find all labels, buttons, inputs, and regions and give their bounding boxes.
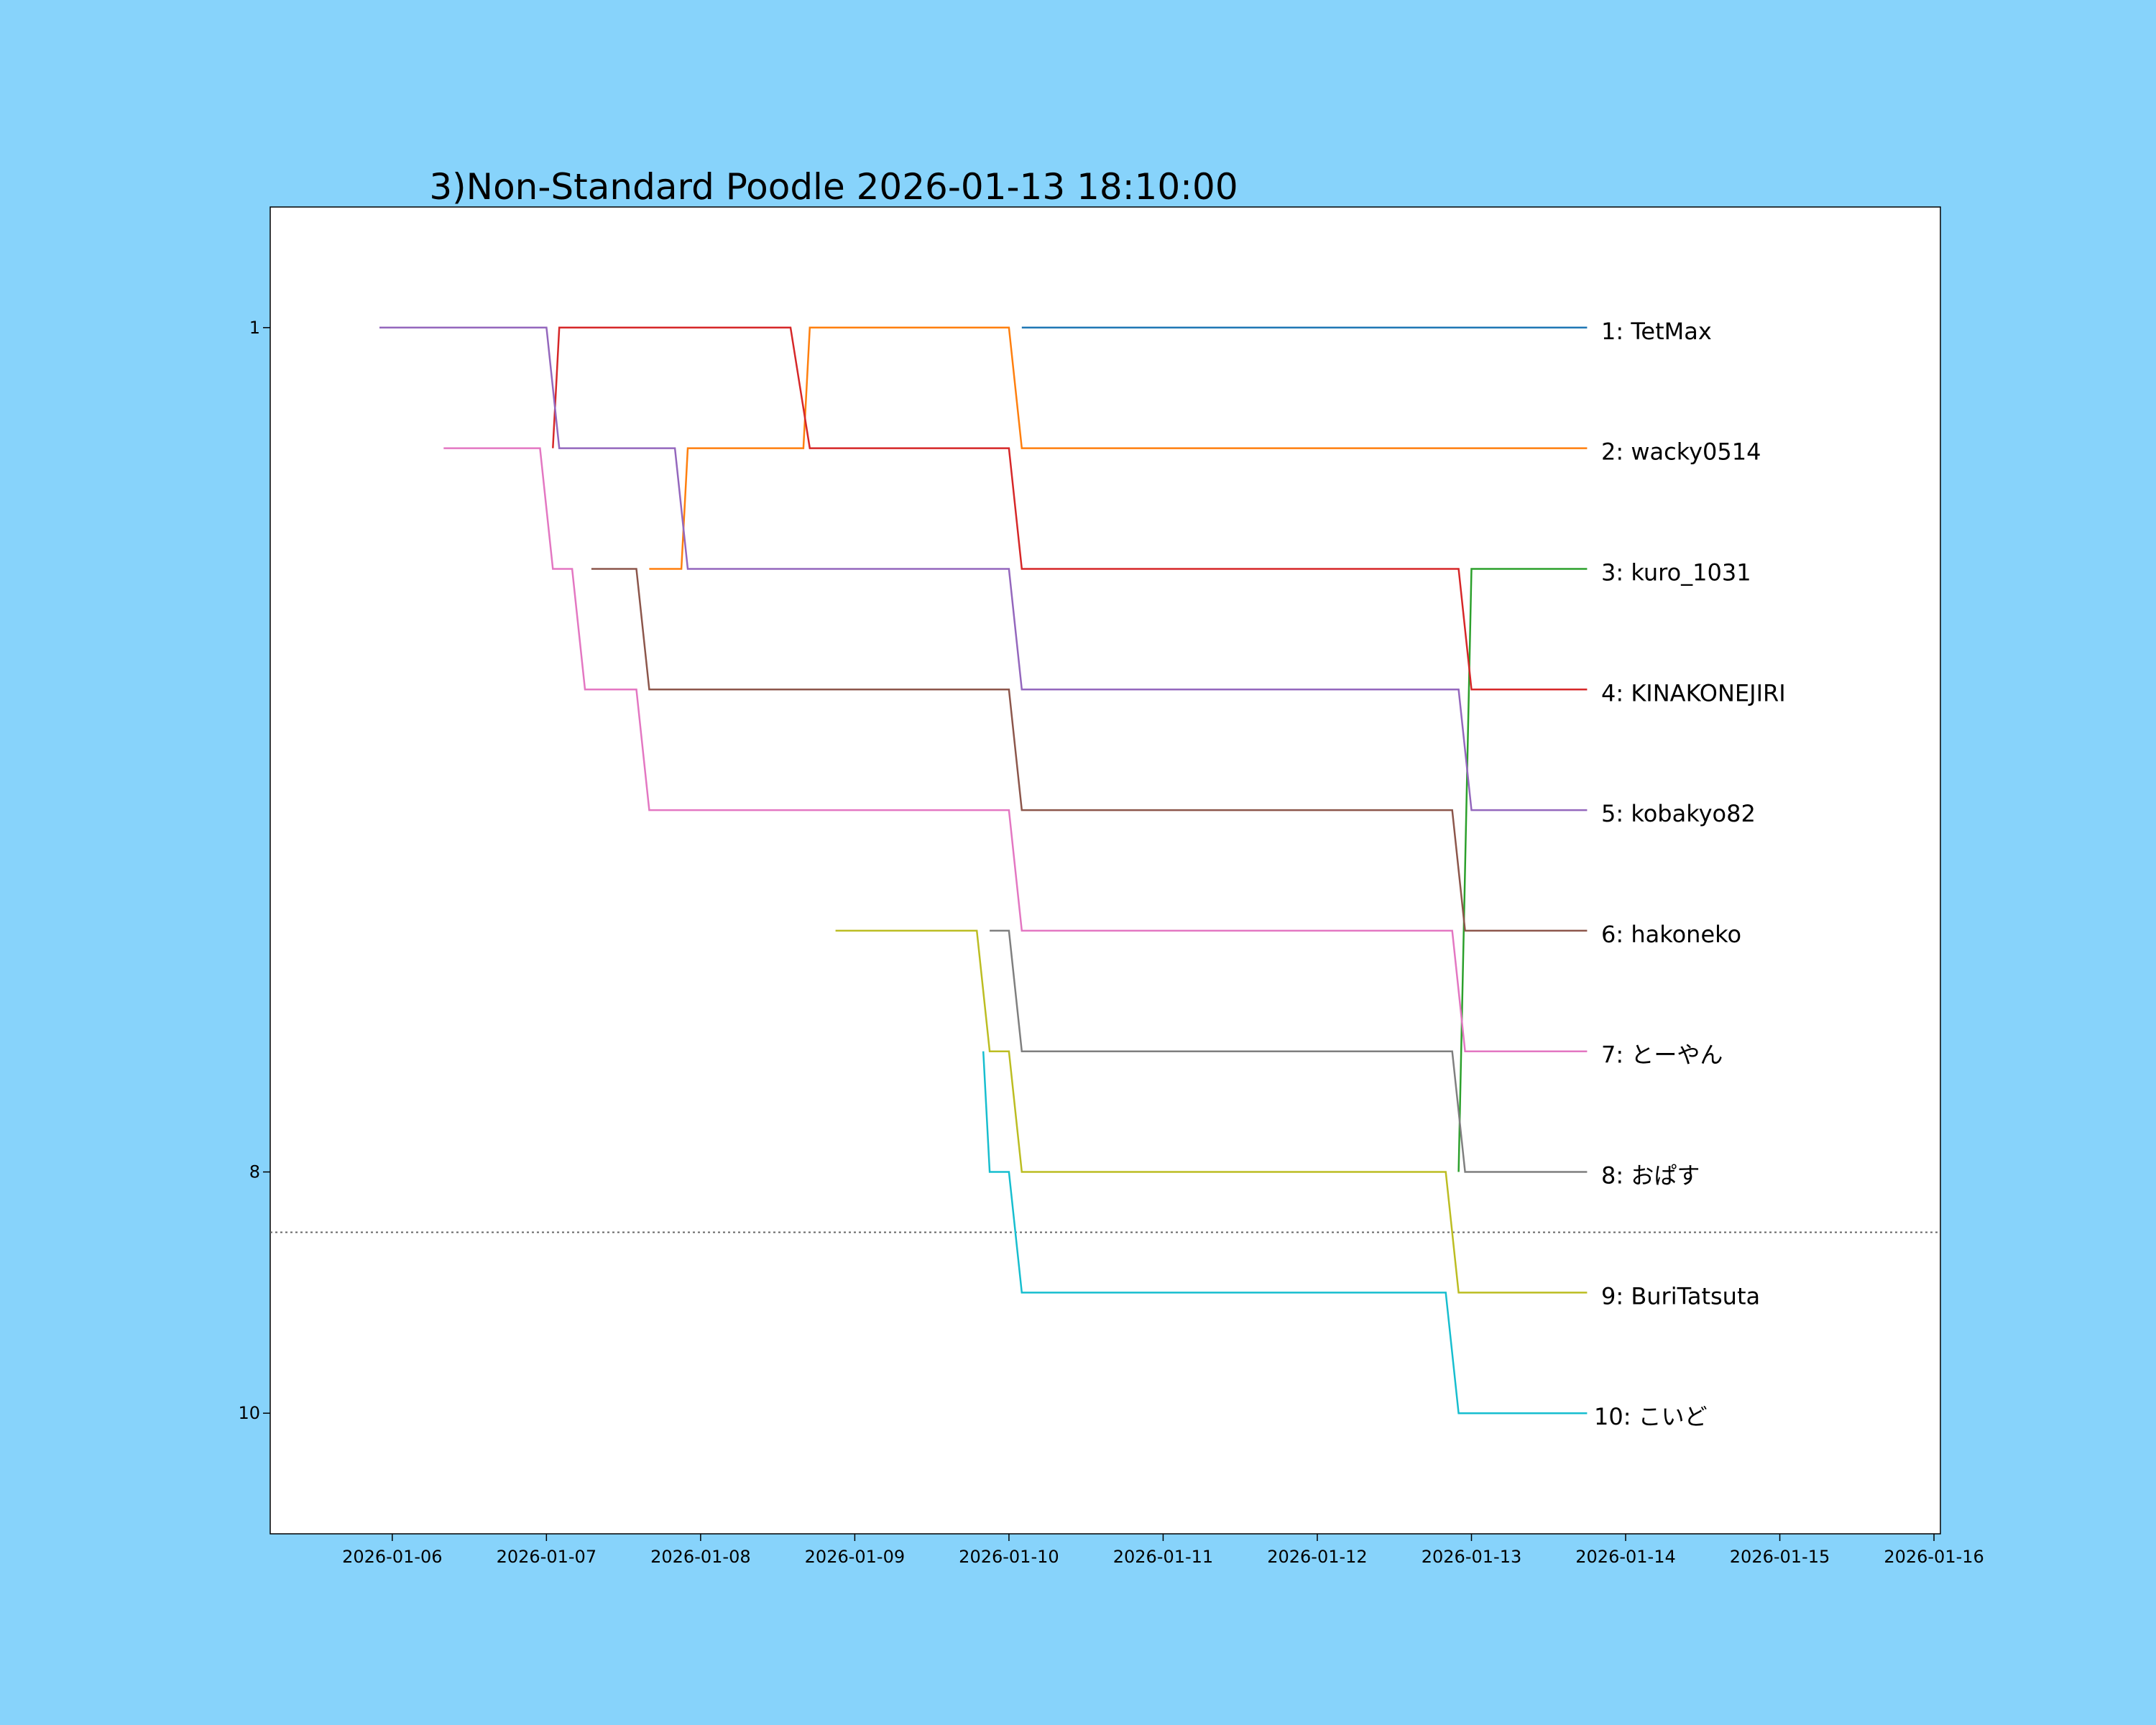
x-tick-label-0: 2026-01-06 (342, 1547, 442, 1567)
series-line-7 (443, 447, 1588, 1052)
series-line-3 (1457, 568, 1588, 1172)
end-label-8: 8: おぱす (1601, 1162, 1700, 1190)
annotation-layer: 1: TetMax 2: wacky0514 3: kuro_1031 4: KINA… (1594, 318, 1786, 1430)
end-label-10: 10: こいど (1594, 1403, 1708, 1430)
x-tick-label-9: 2026-01-15 (1730, 1547, 1830, 1567)
axis-layer: 2026-01-06 2026-01-07 2026-01-08 2026-01-09… (238, 318, 1984, 1567)
series-line-5 (379, 326, 1588, 811)
x-tick-label-10: 2026-01-16 (1884, 1547, 1984, 1567)
chart-title: 3)Non-Standard Poodle 2026-01-13 18:10:0… (429, 166, 1238, 208)
series-line-4 (552, 326, 1588, 691)
x-tick-label-5: 2026-01-11 (1113, 1547, 1213, 1567)
x-tick-label-6: 2026-01-12 (1267, 1547, 1367, 1567)
x-tick-label-8: 2026-01-14 (1575, 1547, 1675, 1567)
end-label-9: 9: BuriTatsuta (1601, 1282, 1760, 1310)
x-tick-label-3: 2026-01-09 (805, 1547, 905, 1567)
x-tick-label-2: 2026-01-08 (650, 1547, 750, 1567)
x-tick-label-1: 2026-01-07 (497, 1547, 596, 1567)
x-tick-label-7: 2026-01-13 (1422, 1547, 1521, 1567)
plot-area (270, 206, 1941, 1535)
end-label-3: 3: kuro_1031 (1601, 558, 1751, 586)
x-tick-label-4: 2026-01-10 (959, 1547, 1059, 1567)
y-tick-label-1: 8 (249, 1162, 260, 1182)
end-label-5: 5: kobakyo82 (1601, 800, 1756, 827)
end-label-4: 4: KINAKONEJIRI (1601, 679, 1786, 707)
end-label-6: 6: hakoneko (1601, 921, 1741, 948)
series-line-8 (990, 929, 1588, 1173)
series-line-2 (649, 326, 1588, 570)
series-line-9 (835, 929, 1588, 1294)
end-label-7: 7: とーやん (1601, 1041, 1723, 1069)
y-tick-label-2: 10 (238, 1403, 260, 1423)
y-tick-label-0: 1 (249, 318, 260, 338)
series-layer (270, 326, 1940, 1414)
series-line-6 (591, 568, 1588, 932)
end-label-2: 2: wacky0514 (1601, 438, 1761, 466)
end-label-1: 1: TetMax (1601, 318, 1712, 345)
series-line-10 (982, 1051, 1588, 1414)
